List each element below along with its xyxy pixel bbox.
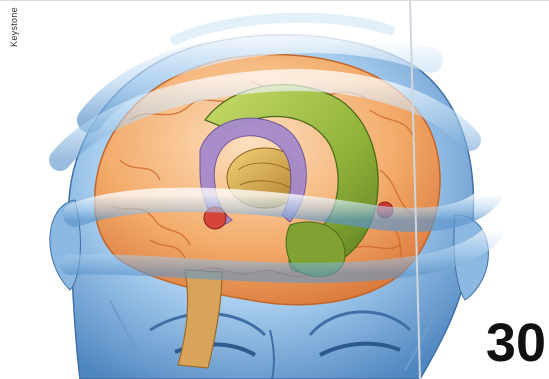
- spiral-ribbon: [49, 12, 505, 283]
- page-number: 30: [485, 313, 546, 373]
- page-fold: [409, 0, 421, 379]
- fornix-shape: [199, 117, 307, 227]
- photo-credit: Keystone: [8, 7, 19, 47]
- brainstem-shape: [177, 269, 223, 369]
